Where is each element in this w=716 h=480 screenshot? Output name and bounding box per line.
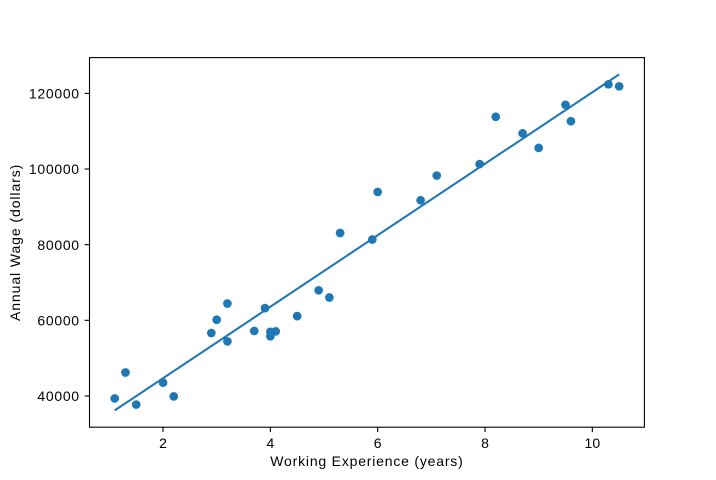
svg-text:40000: 40000 [37, 388, 79, 404]
svg-text:100000: 100000 [29, 161, 80, 177]
svg-text:6: 6 [374, 435, 382, 451]
svg-text:10: 10 [585, 435, 601, 451]
svg-text:80000: 80000 [37, 237, 79, 253]
svg-text:60000: 60000 [37, 313, 79, 329]
svg-text:8: 8 [481, 435, 489, 451]
svg-text:4: 4 [266, 435, 274, 451]
svg-text:Annual Wage (dollars): Annual Wage (dollars) [7, 164, 23, 321]
svg-text:120000: 120000 [29, 86, 80, 102]
svg-text:2: 2 [159, 435, 167, 451]
svg-text:Working Experience (years): Working Experience (years) [270, 453, 463, 469]
